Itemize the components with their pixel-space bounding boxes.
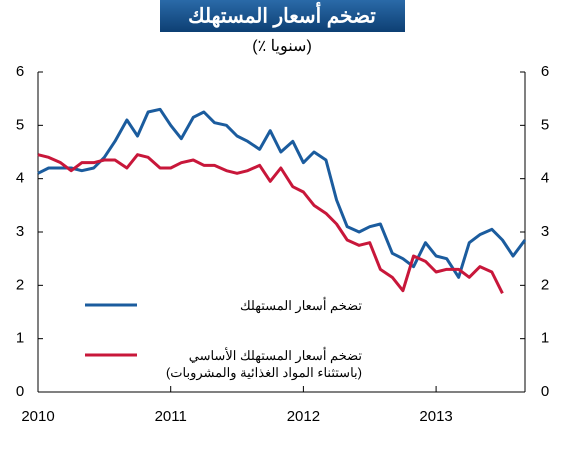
y-tick-label: 2 <box>16 276 24 293</box>
y-tick-label: 4 <box>16 170 24 187</box>
chart-title: تضخم أسعار المستهلك <box>188 1 376 28</box>
y2-tick-label: 1 <box>541 330 549 347</box>
chart-subtitle: (٪ سنويا) <box>252 38 312 55</box>
x-tick-label: 2012 <box>287 408 320 425</box>
legend-label: تضخم أسعار المستهلك الأساسي (باستثناء ال… <box>165 348 362 380</box>
title-band <box>160 0 405 32</box>
y2-tick-label: 2 <box>541 276 549 293</box>
y-tick-label: 0 <box>16 383 24 400</box>
x-tick-label: 2013 <box>419 408 452 425</box>
y2-tick-label: 6 <box>541 63 549 80</box>
x-tick-label: 2010 <box>21 408 54 425</box>
y-tick-label: 3 <box>16 223 24 240</box>
x-tick-label: 2011 <box>155 408 187 425</box>
y2-tick-label: 5 <box>541 116 549 133</box>
y-tick-label: 5 <box>16 116 24 133</box>
y-tick-label: 1 <box>16 330 24 347</box>
y-tick-label: 6 <box>16 63 24 80</box>
y2-tick-label: 0 <box>541 383 549 400</box>
series-line <box>37 153 504 295</box>
legend-label: تضخم أسعار المستهلك <box>239 298 362 313</box>
series-line <box>37 107 527 279</box>
y2-tick-label: 3 <box>541 223 549 240</box>
y2-tick-label: 4 <box>541 170 549 187</box>
